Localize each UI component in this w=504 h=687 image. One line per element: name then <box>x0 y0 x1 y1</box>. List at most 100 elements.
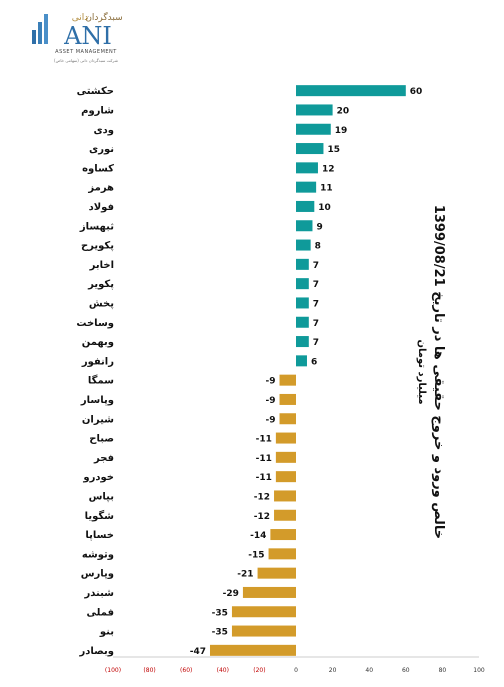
bar-5 <box>296 162 318 174</box>
bar-2 <box>296 104 333 116</box>
data-label-1: 60 <box>410 87 423 97</box>
x-tick-label-1: (100) <box>105 667 121 674</box>
category-label-16: سمگا <box>88 374 114 387</box>
x-tick-label-11: 100 <box>473 667 485 674</box>
category-label-28: فملی <box>87 607 114 618</box>
category-label-6: هرمز <box>87 183 114 194</box>
x-tick-label-4: (40) <box>217 667 229 674</box>
data-label-28: -35 <box>212 608 228 618</box>
bar-25 <box>268 548 296 560</box>
data-label-22: -12 <box>254 492 270 502</box>
data-label-11: 7 <box>313 280 319 290</box>
data-label-18: -9 <box>266 415 276 425</box>
chart-title: خالص ورود و خروج حقیقی ها در تاریخ 1399/… <box>431 204 446 540</box>
logo-brand-fa: سبدگردان <box>85 11 122 23</box>
category-label-30: وبصادر <box>79 646 114 657</box>
bar-19 <box>275 432 296 444</box>
logo-sub-en: ASSET MANAGEMENT <box>55 49 117 55</box>
bar-27 <box>242 586 296 598</box>
category-label-1: حکشتی <box>77 86 114 97</box>
bar-18 <box>279 413 296 425</box>
category-label-19: صباح <box>89 434 114 445</box>
data-label-26: -21 <box>237 570 253 580</box>
bar-28 <box>231 606 296 618</box>
category-label-26: وپارس <box>81 569 114 580</box>
data-label-20: -11 <box>256 454 272 464</box>
data-label-8: 9 <box>316 222 322 232</box>
data-label-5: 12 <box>322 164 335 174</box>
data-label-17: -9 <box>266 396 276 406</box>
category-label-24: خساپا <box>85 530 114 541</box>
bar-9 <box>296 239 311 251</box>
bar-10 <box>296 258 309 270</box>
category-label-22: بپاس <box>89 491 114 502</box>
data-label-21: -11 <box>256 473 272 483</box>
bar-12 <box>296 297 309 309</box>
logo-tagline: شرکت سبدگردان دانی (سهامی خاص) <box>54 58 119 63</box>
bar-4 <box>296 143 324 155</box>
category-label-13: وساخت <box>76 318 114 329</box>
data-label-25: -15 <box>248 550 264 560</box>
bar-20 <box>275 451 296 463</box>
category-label-29: بنو <box>99 627 114 638</box>
x-tick-label-5: (20) <box>253 667 265 674</box>
chart-subtitle: میلیارد تومان <box>416 339 427 405</box>
bar-24 <box>270 529 296 541</box>
x-tick-label-10: 80 <box>439 667 447 674</box>
x-tick-label-2: (80) <box>143 667 155 674</box>
bar-22 <box>274 490 296 502</box>
category-label-23: شگویا <box>85 509 115 522</box>
bar-14 <box>296 336 309 348</box>
data-label-30: -47 <box>190 647 206 657</box>
bar-29 <box>231 625 296 637</box>
data-label-13: 7 <box>313 319 319 329</box>
bar-30 <box>209 644 296 656</box>
x-tick-label-9: 60 <box>402 667 410 674</box>
x-tick-label-7: 20 <box>329 667 337 674</box>
bar-1 <box>296 85 406 97</box>
logo-bar-2 <box>38 22 42 44</box>
bar-3 <box>296 123 331 135</box>
data-label-27: -29 <box>223 589 239 599</box>
category-label-25: وتوشه <box>82 549 114 560</box>
category-label-12: پخش <box>89 298 114 309</box>
bar-8 <box>296 220 313 232</box>
bar-23 <box>274 509 296 521</box>
category-label-20: فجر <box>93 453 114 464</box>
data-label-14: 7 <box>313 338 319 348</box>
x-tick-label-3: (60) <box>180 667 192 674</box>
logo: سبدگردان دانی ANI ASSET MANAGEMENT شرکت … <box>30 8 140 72</box>
data-label-19: -11 <box>256 435 272 445</box>
data-label-2: 20 <box>337 106 350 116</box>
logo-graphic: سبدگردان دانی ANI ASSET MANAGEMENT شرکت … <box>32 11 123 63</box>
logo-bar-1 <box>32 30 36 44</box>
bar-6 <box>296 181 317 193</box>
bar-13 <box>296 316 309 328</box>
bar-26 <box>257 567 296 579</box>
data-label-4: 15 <box>327 145 340 155</box>
category-label-17: وپاسار <box>80 395 114 406</box>
data-label-9: 8 <box>315 242 321 252</box>
data-label-23: -12 <box>254 512 270 522</box>
logo-brand-fa2: دانی <box>72 13 89 23</box>
category-label-8: ثبهساز <box>79 221 114 232</box>
category-label-9: پکویرح <box>81 241 114 252</box>
bar-7 <box>296 200 315 212</box>
logo-bar-3 <box>44 14 48 44</box>
data-label-29: -35 <box>212 628 228 638</box>
category-label-14: وبهمن <box>82 337 114 348</box>
category-label-4: نوری <box>89 144 114 155</box>
category-label-2: شاروم <box>81 105 114 116</box>
bar-21 <box>275 471 296 483</box>
bar-16 <box>279 374 296 386</box>
bar-11 <box>296 278 309 290</box>
bar-17 <box>279 393 296 405</box>
category-label-21: خودرو <box>82 472 114 483</box>
x-tick-label-6: 0 <box>294 667 298 674</box>
data-label-24: -14 <box>250 531 266 541</box>
data-label-10: 7 <box>313 261 319 271</box>
category-label-10: اخابر <box>89 260 114 271</box>
bar-15 <box>296 355 307 367</box>
category-label-15: رانفور <box>81 356 114 367</box>
